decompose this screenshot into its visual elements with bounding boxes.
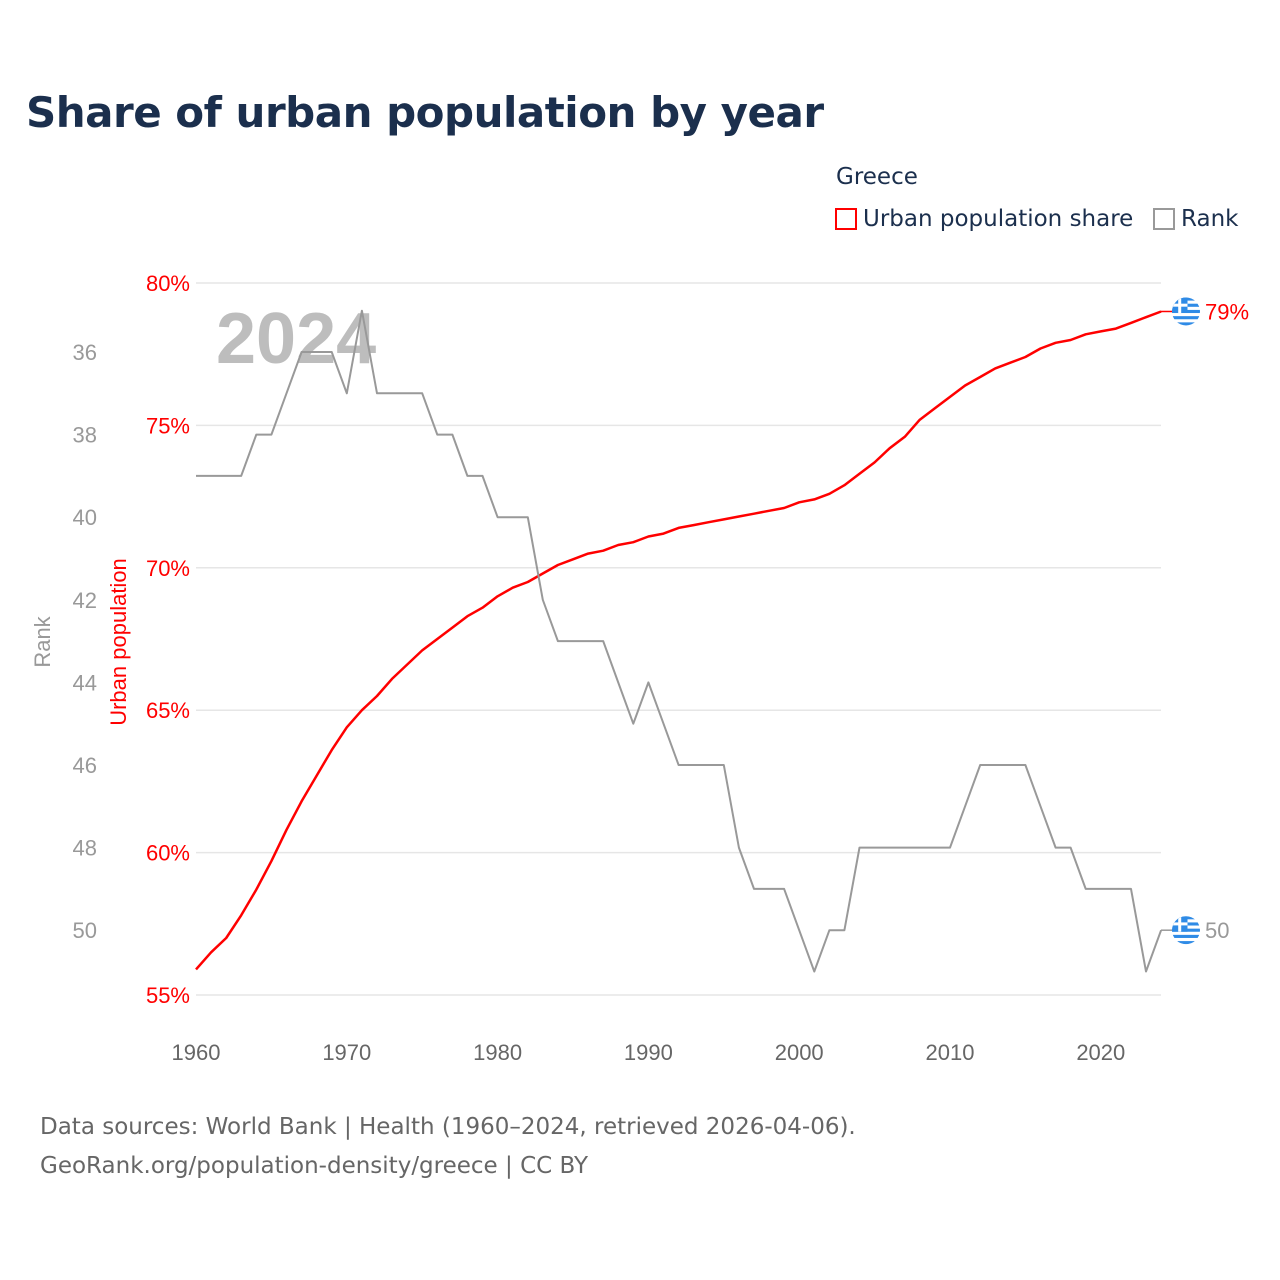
end-value-label: 79% [1205,299,1249,324]
legend-item-rank[interactable]: Rank [1153,206,1238,232]
x-tick-label: 2010 [926,1040,975,1065]
y-rank-tick-label: 50 [73,918,97,943]
y-left-tick-label: 55% [146,983,190,1008]
end-value-label: 50 [1205,918,1229,943]
y-left-tick-label: 60% [146,841,190,866]
legend-label-rank: Rank [1181,206,1239,232]
x-tick-label: 1990 [624,1040,673,1065]
x-tick-label: 1970 [322,1040,371,1065]
y-rank-tick-label: 38 [73,423,97,448]
y-rank-tick-label: 36 [73,340,97,365]
y-rank-tick-label: 44 [73,670,97,695]
y-rank-tick-label: 40 [73,505,97,530]
y-left-tick-label: 80% [146,271,190,296]
y-rank-axis-label: Rank [30,615,55,667]
x-tick-label: 2020 [1076,1040,1125,1065]
y-left-axis-label: Urban population [106,558,131,726]
x-tick-label: 2000 [775,1040,824,1065]
legend-item-urban[interactable]: Urban population share [835,206,1133,232]
y-rank-tick-label: 48 [73,836,97,861]
series-line-rank [196,309,1163,973]
x-tick-label: 1980 [473,1040,522,1065]
y-rank-tick-label: 46 [73,753,97,778]
y-left-tick-label: 70% [146,556,190,581]
legend-swatch-rank [1153,208,1175,230]
x-tick-label: 1960 [172,1040,221,1065]
footer: Data sources: World Bank | Health (1960–… [40,1108,856,1186]
series-line-urban [195,310,1162,971]
y-rank-tick-label: 42 [73,588,97,613]
footer-link[interactable]: GeoRank.org/population-density/greece | … [40,1153,589,1179]
y-left-tick-label: 65% [146,698,190,723]
legend-title: Greece [836,164,918,190]
greece-flag-icon [1172,916,1200,945]
chart-title: Share of urban population by year [26,88,824,137]
legend-label-urban: Urban population share [863,206,1134,232]
greece-flag-icon [1172,297,1200,326]
legend-swatch-urban [835,208,857,230]
footer-sources: Data sources: World Bank | Health (1960–… [40,1114,856,1140]
y-left-tick-label: 75% [146,413,190,438]
